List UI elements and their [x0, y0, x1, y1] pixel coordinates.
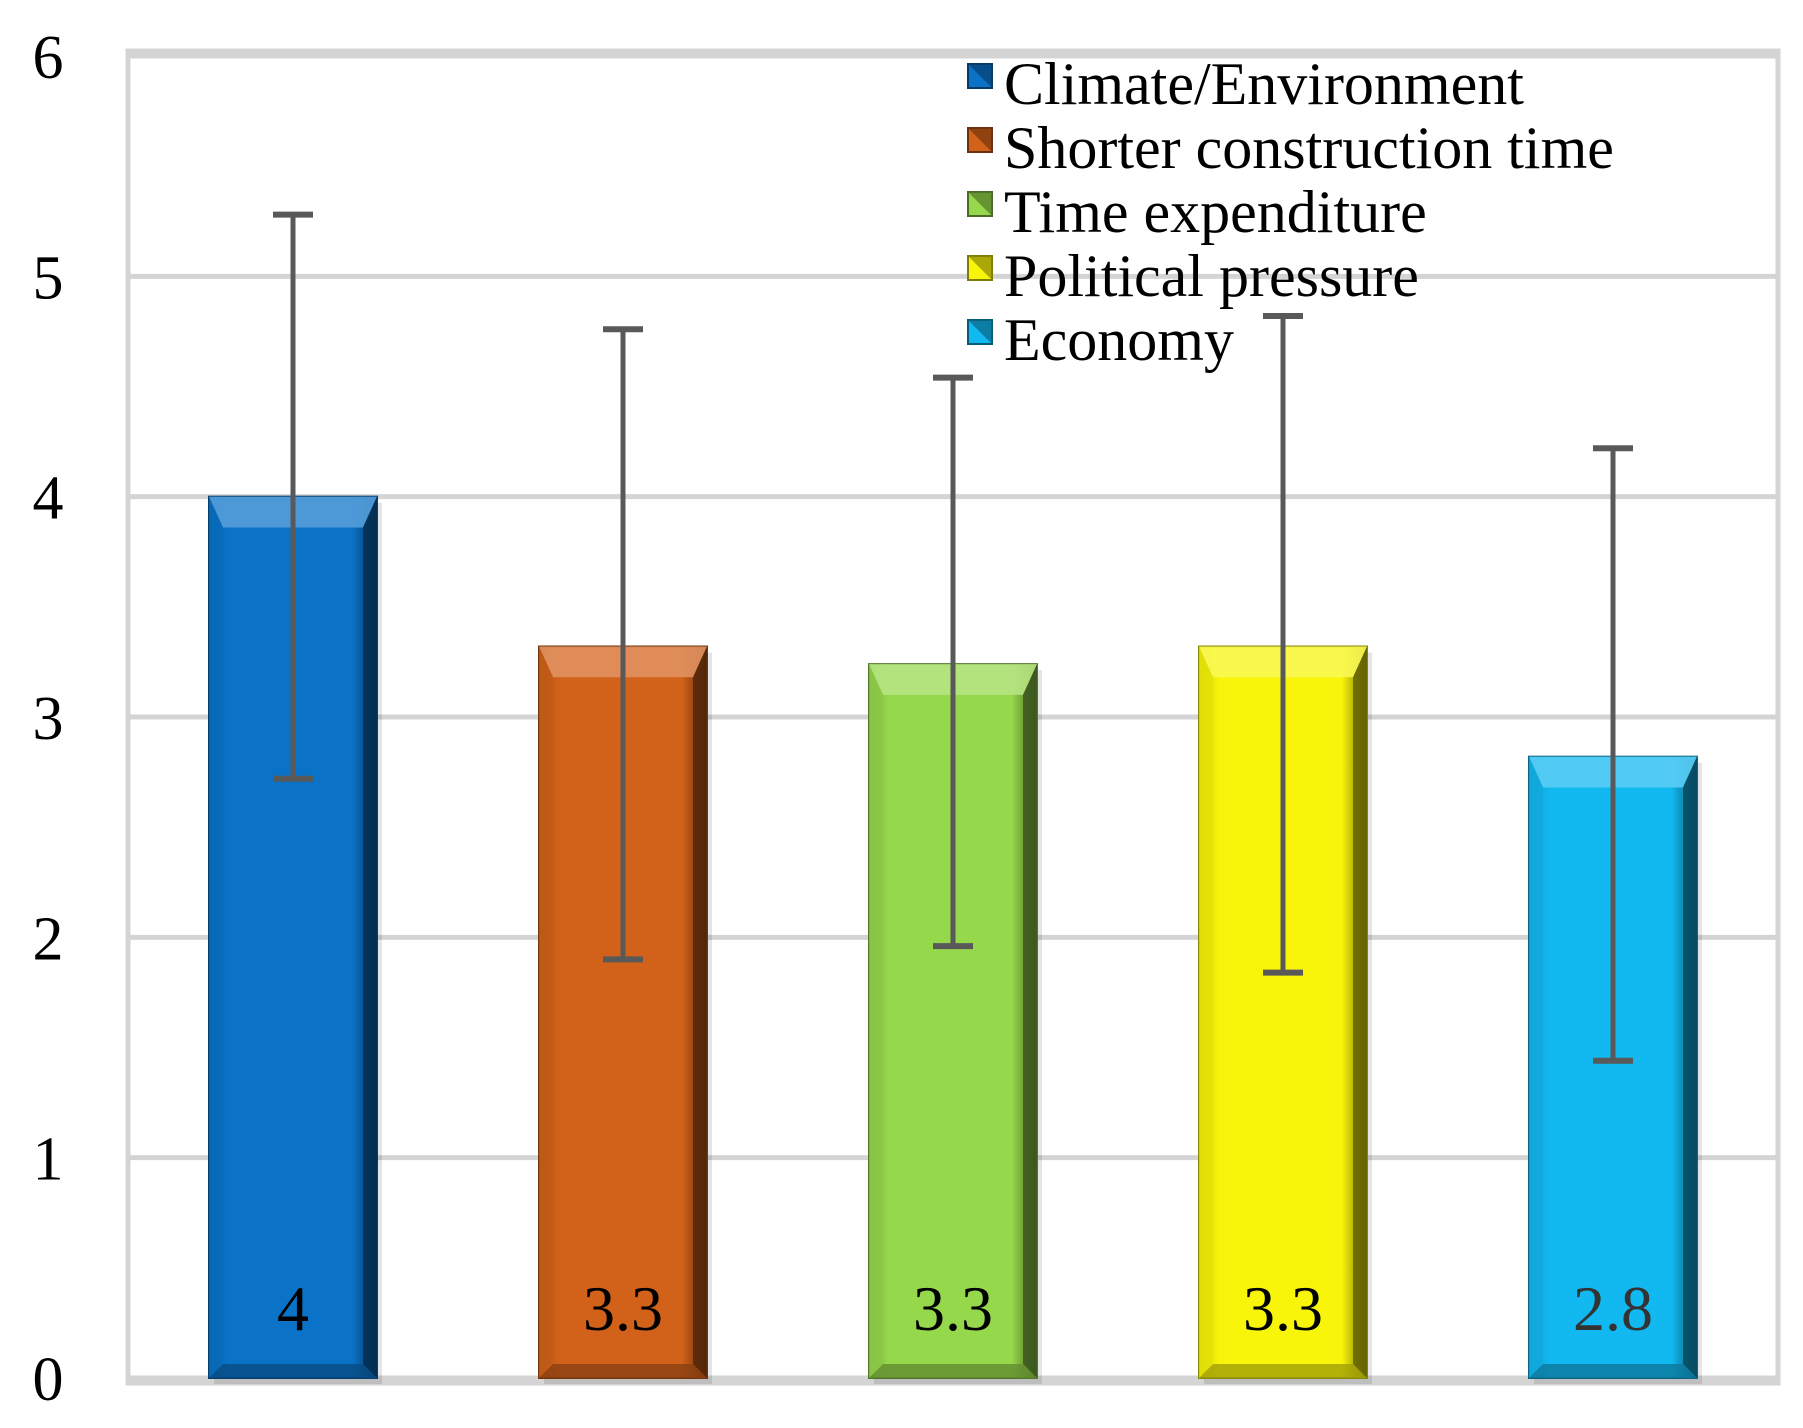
bar-left-bevel [869, 664, 883, 1378]
bar-bottom-bevel [209, 1364, 377, 1378]
bar-left-bevel [539, 646, 553, 1378]
bar-bottom-bevel [1199, 1364, 1367, 1378]
bar-bottom-bevel [1529, 1364, 1697, 1378]
legend-item: Shorter construction time [967, 115, 1614, 181]
legend-label: Economy [1004, 307, 1234, 373]
legend-label: Climate/Environment [1004, 51, 1524, 117]
bar [1528, 755, 1702, 1384]
error-bar [933, 374, 973, 950]
legend-swatch-shade [968, 320, 992, 344]
legend-item: Climate/Environment [967, 51, 1524, 117]
error-bars [273, 211, 1633, 1064]
legend-swatch-shade [968, 128, 992, 152]
data-label: 4 [277, 1273, 309, 1344]
data-label: 2.8 [1573, 1273, 1653, 1344]
legend-item: Political pressure [967, 243, 1419, 309]
data-label: 3.3 [913, 1273, 993, 1344]
bar-right-bevel [1353, 646, 1367, 1378]
error-bar [1593, 445, 1633, 1064]
legend-swatch-shade [968, 192, 992, 216]
bar-left-bevel [1529, 756, 1543, 1378]
error-bar [273, 211, 313, 782]
bar-right-bevel [1023, 664, 1037, 1378]
bar-left-bevel [1199, 646, 1213, 1378]
y-tick-label: 1 [33, 1126, 64, 1194]
legend-swatch-shade [968, 64, 992, 88]
bar [868, 663, 1042, 1384]
legend-item: Time expenditure [967, 179, 1427, 245]
bar-bottom-bevel [869, 1364, 1037, 1378]
data-labels: 4 3.3 3.3 3.3 2.8 [277, 1273, 1653, 1344]
bar-right-bevel [363, 496, 377, 1379]
y-tick-label: 2 [33, 905, 64, 973]
legend-label: Shorter construction time [1004, 115, 1614, 181]
error-bar [603, 326, 643, 963]
y-tick-label: 0 [33, 1346, 64, 1414]
grid [125, 48, 1781, 1386]
legend-swatch-shade [968, 256, 992, 280]
bar-right-bevel [693, 646, 707, 1378]
y-tick-label: 6 [33, 24, 64, 92]
data-label: 3.3 [1243, 1273, 1323, 1344]
legend-label: Time expenditure [1004, 179, 1427, 245]
y-axis-ticks: 0 1 2 3 4 5 6 [33, 24, 64, 1414]
legend-item: Economy [967, 307, 1234, 373]
y-tick-label: 4 [33, 465, 64, 533]
y-tick-label: 5 [33, 244, 64, 312]
bar-right-bevel [1683, 756, 1697, 1378]
data-label: 3.3 [583, 1273, 663, 1344]
bar-bottom-bevel [539, 1364, 707, 1378]
legend-label: Political pressure [1004, 243, 1419, 309]
y-tick-label: 3 [33, 685, 64, 753]
bar-left-bevel [209, 496, 223, 1379]
error-bar [1263, 312, 1303, 976]
